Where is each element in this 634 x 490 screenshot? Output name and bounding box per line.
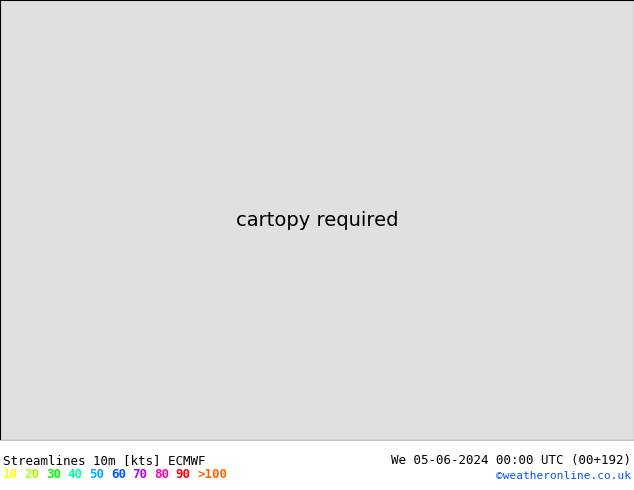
Text: 40: 40	[68, 468, 83, 481]
Text: 60: 60	[111, 468, 126, 481]
Text: We 05-06-2024 00:00 UTC (00+192): We 05-06-2024 00:00 UTC (00+192)	[391, 454, 631, 467]
Text: ©weatheronline.co.uk: ©weatheronline.co.uk	[496, 471, 631, 481]
Text: 10: 10	[3, 468, 18, 481]
Text: >100: >100	[197, 468, 227, 481]
Text: 70: 70	[133, 468, 148, 481]
Text: 90: 90	[176, 468, 191, 481]
Text: Streamlines 10m [kts] ECMWF: Streamlines 10m [kts] ECMWF	[3, 454, 205, 467]
Text: 20: 20	[25, 468, 40, 481]
Text: 80: 80	[154, 468, 169, 481]
Text: cartopy required: cartopy required	[236, 211, 398, 229]
Text: 30: 30	[46, 468, 61, 481]
Text: 50: 50	[89, 468, 105, 481]
